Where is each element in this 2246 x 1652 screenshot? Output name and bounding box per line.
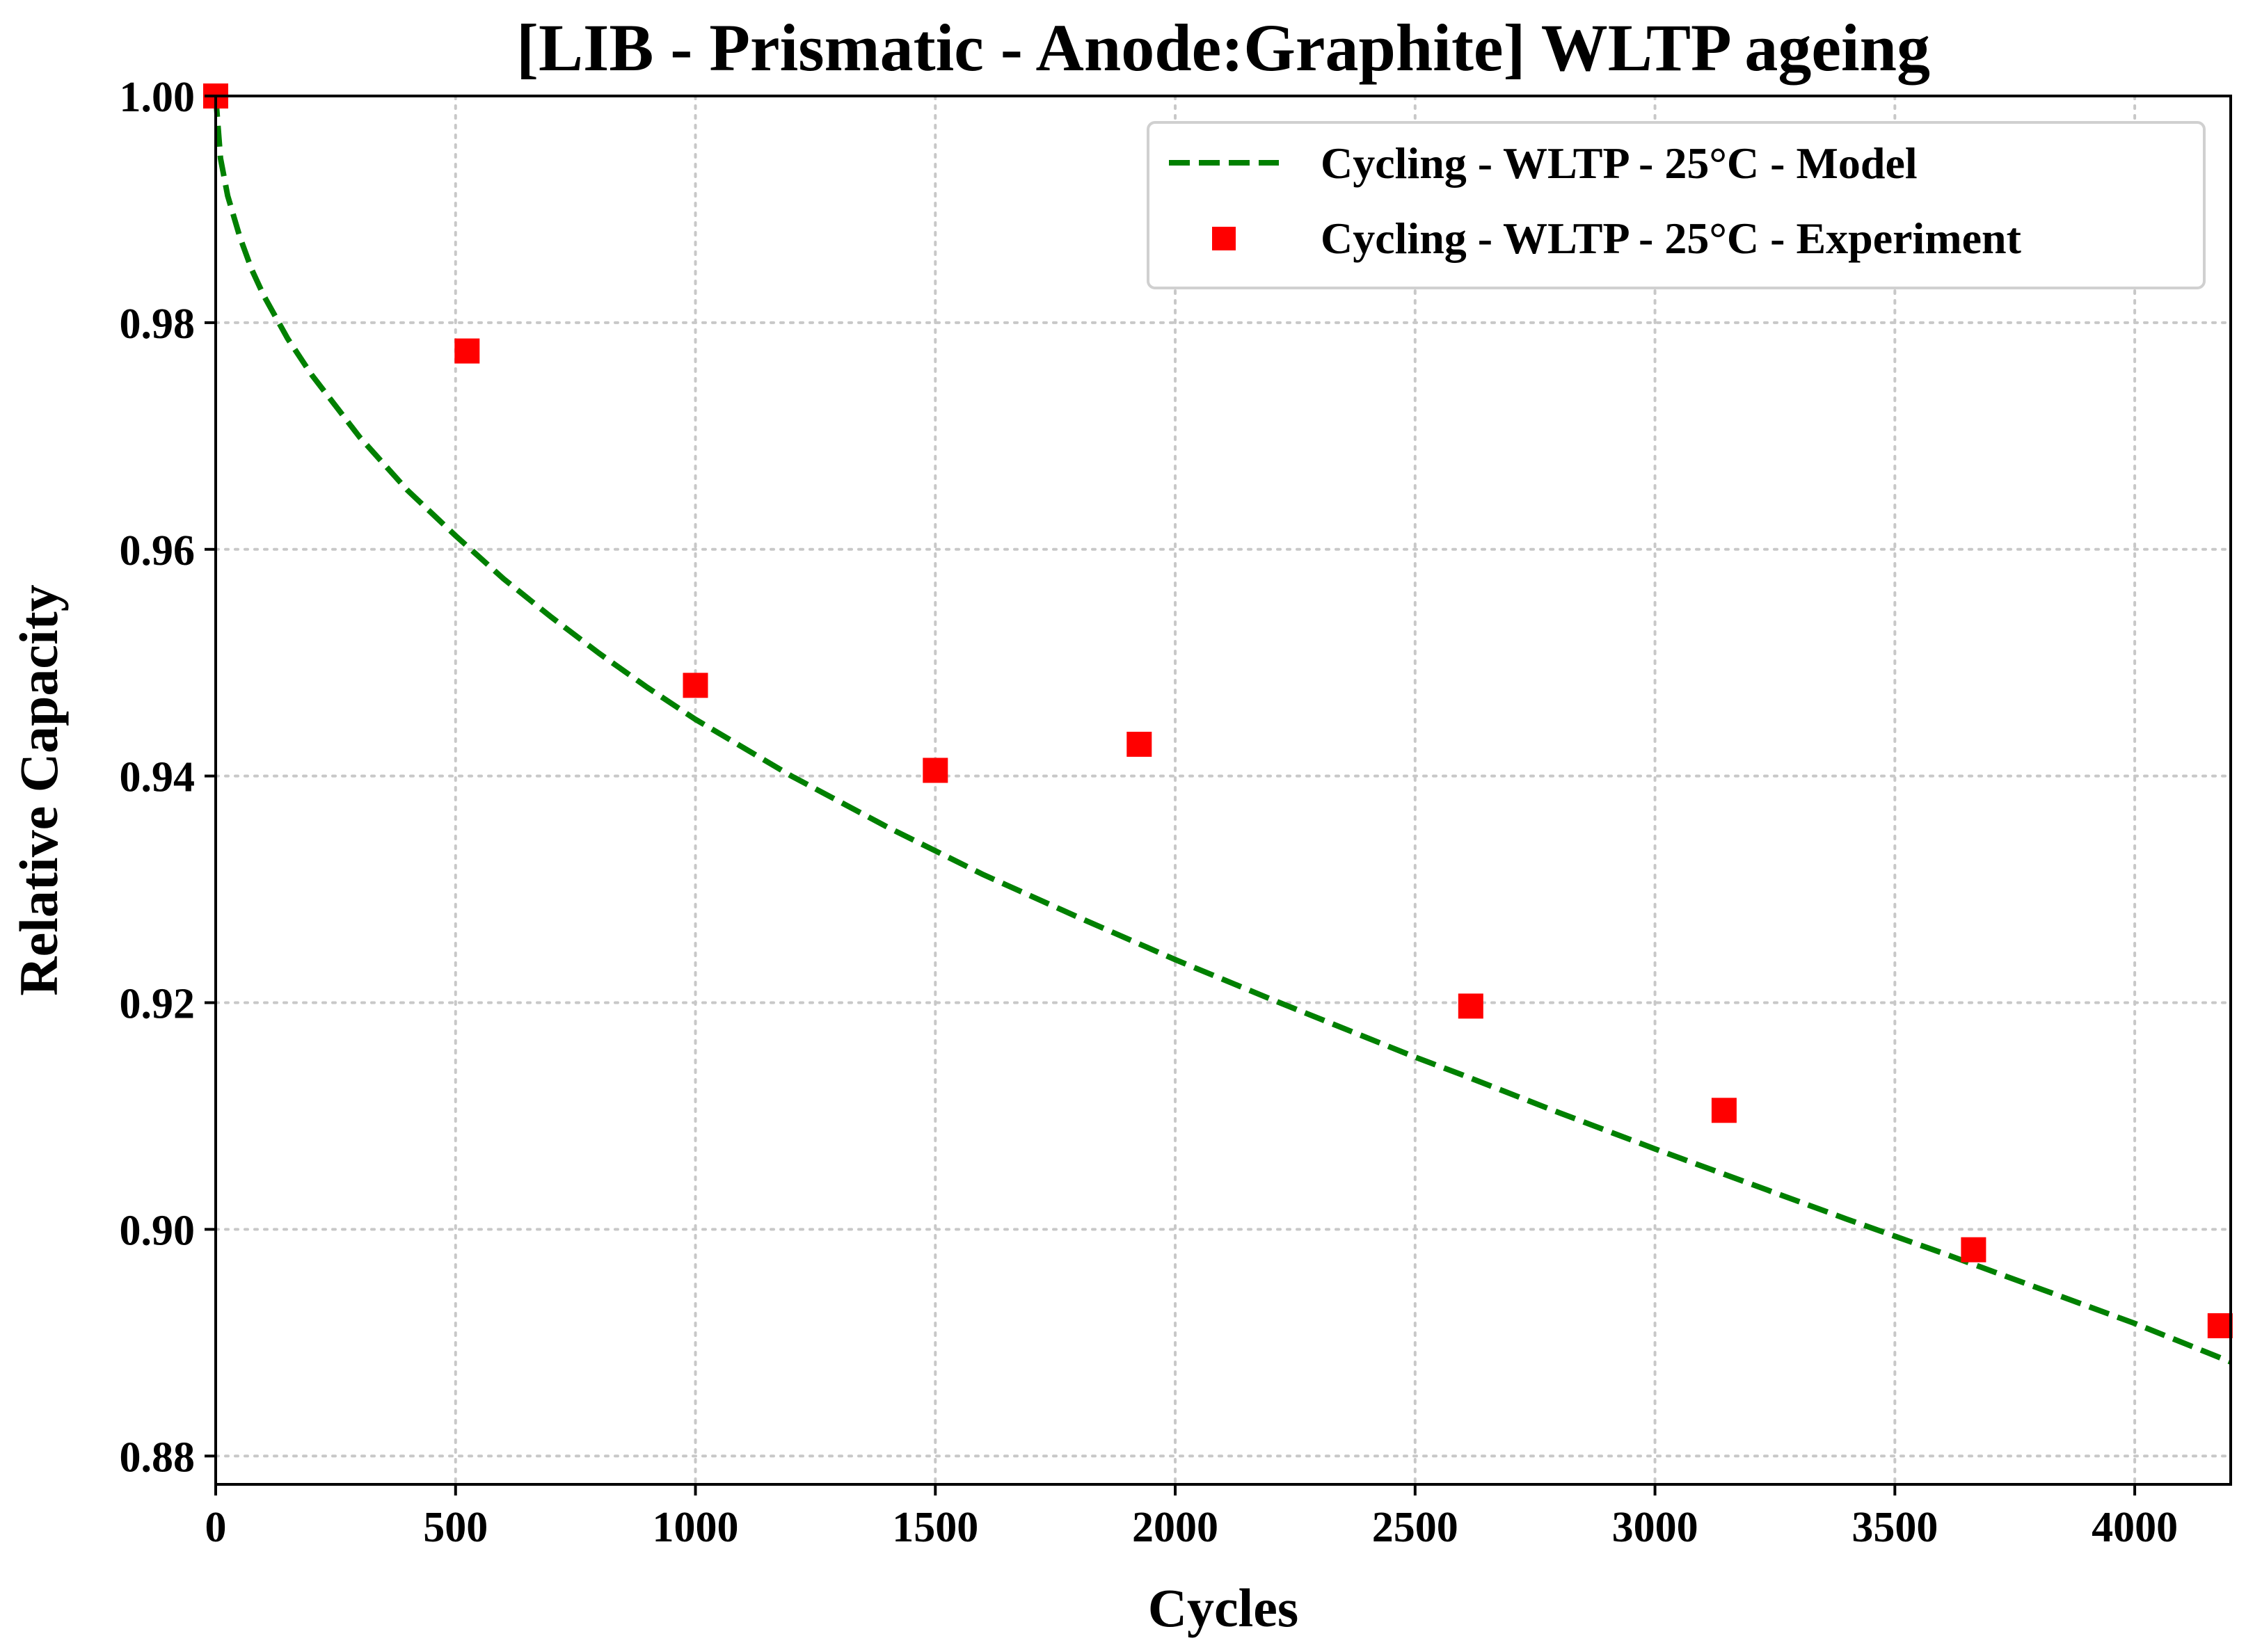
model-curve [213, 95, 2232, 1365]
legend-experiment-label: Cycling - WLTP - 25°C - Experiment [1321, 214, 2022, 263]
experiment-point [1458, 993, 1483, 1019]
experiment-point [2207, 1313, 2233, 1338]
legend-box [1147, 121, 2206, 289]
x-tick-label: 2500 [1372, 1504, 1458, 1551]
experiment-point [454, 338, 480, 364]
experiment-point [1711, 1098, 1737, 1123]
y-tick-label: 0.92 [120, 981, 196, 1028]
series-model [213, 95, 2232, 1365]
legend: Cycling - WLTP - 25°C - Model Cycling - … [1147, 121, 2206, 289]
experiment-point [1961, 1237, 1986, 1262]
experiment-point [923, 757, 948, 783]
x-tick-label: 2000 [1132, 1504, 1218, 1551]
x-tick-label: 1000 [653, 1504, 739, 1551]
x-axis-label: Cycles [1148, 1578, 1299, 1638]
experiment-point [1126, 732, 1152, 757]
x-tick-label: 3500 [1851, 1504, 1938, 1551]
experiment-point [683, 673, 708, 698]
x-tick-label: 0 [205, 1504, 227, 1551]
y-tick-label: 0.98 [120, 300, 196, 348]
x-tick-label: 1500 [892, 1504, 978, 1551]
plot-frame [214, 95, 2232, 1486]
x-axis: 0 500 1000 1500 2000 2500 3000 3500 4000 [205, 1484, 2178, 1551]
y-axis: 0.88 0.90 0.92 0.94 0.96 0.98 1.00 [120, 74, 216, 1481]
x-tick-label: 4000 [2092, 1504, 2178, 1551]
x-tick-label: 3000 [1612, 1504, 1698, 1551]
y-tick-label: 0.96 [120, 527, 196, 575]
y-tick-label: 0.88 [120, 1434, 196, 1481]
legend-model-label: Cycling - WLTP - 25°C - Model [1321, 138, 1918, 188]
y-axis-label: Relative Capacity [8, 584, 69, 995]
y-tick-label: 0.90 [120, 1207, 196, 1254]
legend-experiment-swatch [1212, 227, 1236, 250]
y-tick-label: 0.94 [120, 754, 196, 801]
x-tick-label: 500 [423, 1504, 488, 1551]
chart-title: [LIB - Prismatic - Anode:Graphite] WLTP … [516, 10, 1930, 85]
y-tick-label: 1.00 [120, 74, 196, 121]
